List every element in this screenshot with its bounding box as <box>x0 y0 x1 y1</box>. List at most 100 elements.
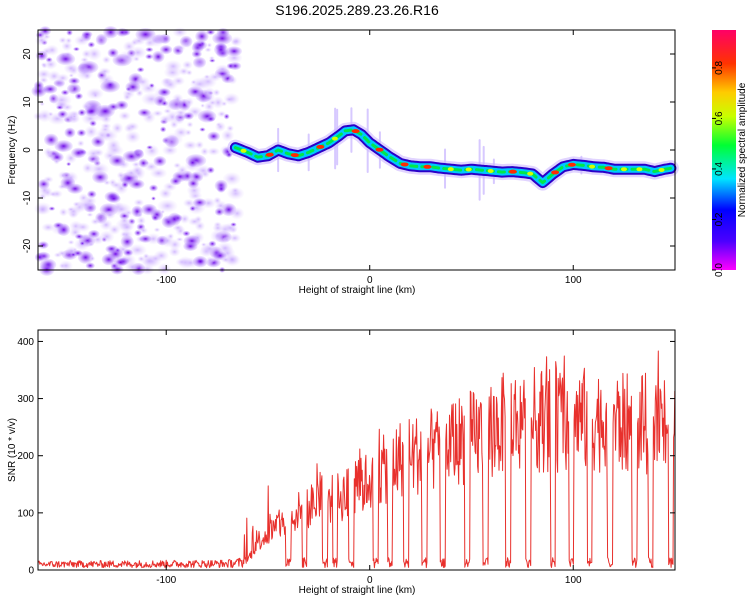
noise-blob <box>65 37 72 44</box>
noise-blob <box>133 198 144 207</box>
x-tick-label: 100 <box>565 575 582 586</box>
ridge-hotspot <box>567 162 576 167</box>
noise-blob <box>99 129 118 142</box>
noise-blob <box>68 77 80 85</box>
noise-blob <box>200 147 209 156</box>
noise-blob <box>151 50 165 63</box>
noise-blob <box>163 79 178 91</box>
noise-blob <box>105 81 115 88</box>
noise-blob <box>89 162 109 176</box>
noise-blob <box>56 105 64 110</box>
ridge-hotspot <box>620 167 627 172</box>
noise-blob <box>137 255 146 262</box>
snr-series-line <box>37 350 676 569</box>
spectrogram-x-ticks: -100 0 100 <box>156 30 582 286</box>
x-tick-label: 0 <box>367 575 373 586</box>
noise-blob <box>205 256 215 265</box>
y-tick-label: 200 <box>17 451 34 462</box>
noise-blob <box>195 140 204 149</box>
noise-blob <box>159 115 172 124</box>
y-tick-label: 100 <box>17 508 34 519</box>
noise-blob <box>228 233 241 243</box>
noise-blob <box>106 138 121 152</box>
noise-blob <box>79 241 85 246</box>
spectrogram-x-label: Height of straight line (km) <box>299 285 416 296</box>
noise-blob <box>125 130 141 144</box>
noise-blob <box>184 97 194 107</box>
noise-blob <box>68 86 75 91</box>
noise-blob <box>212 223 223 233</box>
noise-blob <box>195 30 209 43</box>
ridge-hotspot <box>508 169 517 174</box>
noise-blob <box>107 48 119 58</box>
noise-blob <box>190 79 197 85</box>
noise-blob <box>100 122 112 130</box>
colorbar-ticks: 0.0 0.2 0.4 0.6 0.8 <box>712 61 725 277</box>
noise-blob <box>75 222 90 232</box>
ridge-hotspot <box>400 162 409 167</box>
noise-blob <box>76 198 96 212</box>
snr-frame <box>37 329 676 571</box>
noise-blob <box>95 104 115 118</box>
noise-blob <box>158 88 171 97</box>
noise-blob <box>188 217 201 226</box>
noise-blob <box>183 112 194 120</box>
ridge-hotspot <box>331 136 338 141</box>
x-tick-label: -100 <box>156 575 176 586</box>
noise-blob <box>57 223 71 236</box>
noise-blob <box>227 76 238 85</box>
noise-blob <box>186 69 193 76</box>
noise-blob <box>213 196 222 205</box>
noise-blob <box>149 83 155 88</box>
snr-plot-area <box>38 330 675 570</box>
ridge-hotspot <box>265 152 274 157</box>
noise-blob <box>226 125 234 132</box>
noise-blob <box>39 76 49 84</box>
noise-blob <box>220 256 231 263</box>
noise-blob <box>187 184 202 197</box>
spectrogram-y-label: Frequency (Hz) <box>7 116 18 185</box>
y-tick-label: 0 <box>28 566 34 577</box>
noise-blob <box>34 252 45 262</box>
noise-blob <box>40 62 47 68</box>
noise-blob <box>176 165 188 176</box>
noise-blob <box>36 204 49 215</box>
noise-blob <box>102 56 111 64</box>
noise-blob <box>108 248 123 260</box>
noise-blob <box>153 250 169 262</box>
noise-blob <box>203 74 211 80</box>
noise-blob <box>35 35 49 46</box>
noise-blob <box>123 41 136 52</box>
noise-blob <box>118 111 131 121</box>
noise-blob <box>183 241 198 252</box>
noise-blob <box>90 218 100 225</box>
noise-blob <box>169 176 182 186</box>
noise-blob <box>150 167 167 179</box>
colorbar: 0.0 0.2 0.4 0.6 0.8 Normalized spectral ampl… <box>712 30 748 277</box>
noise-blob <box>191 50 202 58</box>
noise-blob <box>159 45 173 55</box>
snr-y-label: SNR (10 * v/v) <box>7 418 18 482</box>
noise-blob <box>126 122 139 132</box>
noise-blob <box>99 230 115 243</box>
ridge-hotspot <box>423 164 432 169</box>
ridge-hotspot <box>527 171 534 176</box>
noise-blob <box>160 209 165 214</box>
noise-blob <box>89 120 97 127</box>
noise-blob <box>39 263 55 276</box>
noise-blob <box>159 126 167 133</box>
noise-blob <box>68 73 74 78</box>
colorbar-gradient <box>712 30 736 270</box>
noise-blob <box>48 206 56 211</box>
noise-blob <box>230 207 245 220</box>
noise-blob <box>212 88 221 97</box>
noise-blob <box>37 241 49 249</box>
noise-blob <box>215 121 226 132</box>
noise-blob <box>83 72 91 80</box>
spectral-ridge <box>227 107 679 201</box>
noise-blob <box>43 84 58 94</box>
noise-blob <box>47 111 54 117</box>
noise-blob <box>159 188 172 199</box>
noise-blob <box>187 158 198 167</box>
noise-blob <box>145 53 154 60</box>
